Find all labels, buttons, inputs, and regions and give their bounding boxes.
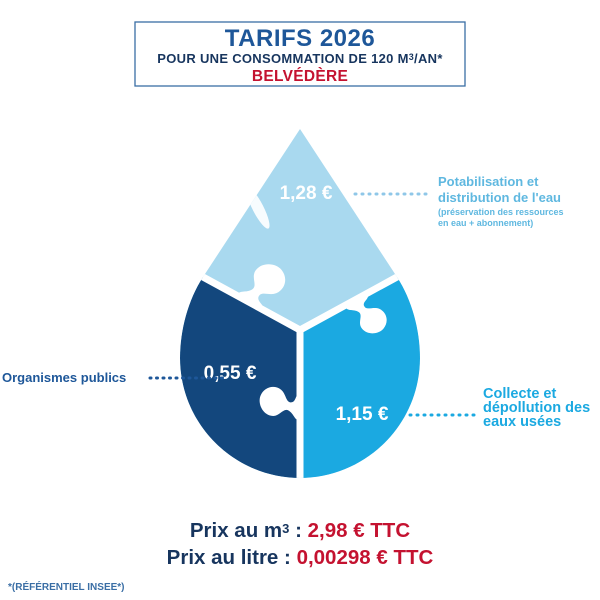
svg-text:eaux usées: eaux usées bbox=[483, 414, 561, 430]
svg-text:Organismes publics: Organismes publics bbox=[2, 370, 126, 385]
svg-text:*(RÉFÉRENTIEL INSEE*): *(RÉFÉRENTIEL INSEE*) bbox=[8, 580, 125, 593]
svg-text:distribution de l'eau: distribution de l'eau bbox=[438, 190, 561, 205]
svg-text:Prix au litre : 0,00298 € TTC: Prix au litre : 0,00298 € TTC bbox=[167, 546, 434, 569]
svg-text:Prix au m3 : 2,98 € TTC: Prix au m3 : 2,98 € TTC bbox=[190, 519, 410, 542]
svg-text:BELVÉDÈRE: BELVÉDÈRE bbox=[252, 68, 348, 85]
svg-text:en eau + abonnement): en eau + abonnement) bbox=[438, 218, 533, 228]
svg-text:Potabilisation et: Potabilisation et bbox=[438, 174, 539, 189]
svg-text:0,55 €: 0,55 € bbox=[204, 363, 257, 384]
svg-text:1,15 €: 1,15 € bbox=[336, 404, 389, 425]
svg-text:POUR UNE CONSOMMATION DE 120 M: POUR UNE CONSOMMATION DE 120 M3/AN* bbox=[157, 51, 443, 66]
svg-text:1,28 €: 1,28 € bbox=[280, 183, 333, 204]
svg-text:(préservation des ressources: (préservation des ressources bbox=[438, 207, 564, 217]
svg-text:TARIFS 2026: TARIFS 2026 bbox=[225, 25, 375, 52]
